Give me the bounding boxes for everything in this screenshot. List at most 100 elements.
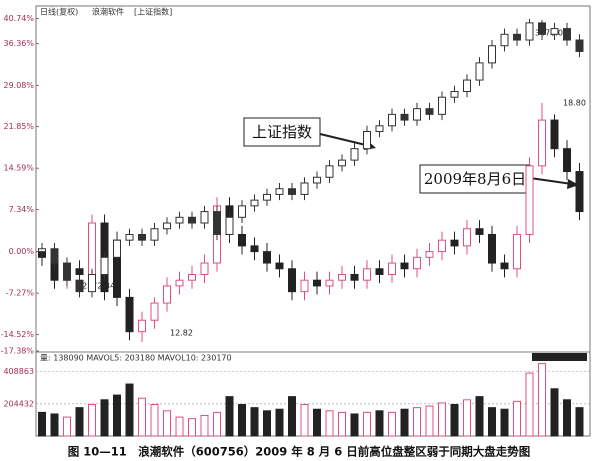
volume-bar	[125, 383, 134, 437]
candle-body	[500, 33, 509, 47]
candle-body	[438, 96, 446, 115]
volume-bar	[38, 411, 46, 437]
candle-body	[163, 222, 171, 230]
price-label: 2372.34	[82, 282, 115, 291]
candle-body	[125, 233, 134, 241]
y-tick-label: 29.08%	[3, 81, 34, 90]
candle-body	[400, 113, 409, 121]
candle-body	[325, 165, 334, 178]
candle-body	[88, 273, 96, 293]
volume-bar	[175, 416, 184, 437]
candle-body	[63, 262, 71, 281]
volume-bar	[100, 399, 109, 437]
candle-body	[175, 216, 184, 224]
price-label: 18.80	[563, 99, 586, 108]
volume-marker	[532, 353, 587, 361]
candle-body	[400, 262, 409, 270]
candle-body	[138, 233, 146, 241]
candle-body	[513, 233, 521, 270]
candle-body	[313, 279, 321, 287]
y-tick-label: 21.85%	[3, 122, 34, 131]
candle-body	[500, 262, 509, 270]
caption: 图 10—11 浪潮软件（600756）2009 年 8 月 6 日前高位盘整区…	[68, 445, 531, 459]
volume-bar	[350, 413, 359, 437]
candle-body	[200, 211, 209, 224]
candle-body	[275, 262, 284, 270]
volume-bar	[75, 407, 84, 437]
volume-bar	[438, 402, 446, 437]
y-tick-label: -17.38%	[1, 347, 35, 356]
candle-body	[425, 108, 434, 115]
candle-body	[288, 268, 296, 293]
volume-bar	[488, 407, 496, 437]
annotation: 上证指数	[252, 123, 312, 141]
candle-body	[413, 256, 421, 270]
y-tick-label: 7.34%	[9, 205, 35, 214]
candle-body	[363, 268, 371, 281]
candle-body	[150, 302, 159, 321]
annotation: 2009年8月6日	[424, 170, 526, 188]
period-label: 日线(复权)	[40, 7, 78, 17]
price-label: 12.82	[170, 329, 193, 338]
candle-body	[475, 228, 484, 235]
volume-bar	[525, 372, 534, 437]
candle-body	[338, 159, 346, 167]
volume-bar	[163, 410, 171, 437]
y-tick-label: -14.52%	[1, 330, 35, 339]
candle-body	[538, 119, 546, 167]
volume-bar	[263, 410, 271, 437]
volume-bar	[513, 400, 521, 437]
candle-body	[200, 262, 209, 275]
candle-body	[113, 239, 121, 258]
candle-body	[325, 279, 334, 287]
candle-body	[338, 273, 346, 281]
candle-body	[488, 45, 496, 64]
candle-body	[575, 171, 584, 213]
volume-bar	[463, 399, 471, 437]
volume-tick-label: 408863	[3, 367, 34, 376]
candle-body	[38, 248, 46, 253]
volume-bar	[400, 408, 409, 437]
volume-bar	[275, 408, 284, 437]
candle-body	[388, 262, 396, 275]
candle-body	[300, 279, 309, 293]
candle-body	[488, 233, 496, 264]
candle-body	[250, 245, 259, 253]
candle-body	[550, 119, 559, 150]
volume-bar	[363, 411, 371, 437]
candle-body	[463, 228, 471, 247]
volume-bar	[250, 407, 259, 437]
candle-body	[250, 199, 259, 207]
candle-body	[175, 279, 184, 287]
candle-body	[138, 319, 146, 333]
candle-body	[238, 205, 246, 218]
volume-bar	[425, 405, 434, 437]
volume-bar	[63, 416, 71, 437]
arrow	[319, 133, 371, 147]
candle-body	[163, 285, 171, 304]
candle-body	[525, 22, 534, 41]
annotation-box	[243, 117, 321, 147]
candle-body	[75, 279, 84, 293]
volume-bar	[413, 407, 421, 437]
candle-body	[150, 228, 159, 241]
candle-body	[363, 131, 371, 150]
candle-body	[525, 165, 534, 235]
arrow	[529, 177, 573, 185]
candle-body	[75, 268, 84, 275]
volume-bar	[575, 407, 584, 437]
arrow-head	[567, 179, 579, 189]
candle-body	[263, 251, 271, 264]
series-name: [上证指数]	[134, 7, 172, 17]
volume-bar	[150, 404, 159, 437]
candle-body	[288, 188, 296, 195]
candle-body	[88, 222, 96, 275]
volume-bar	[213, 411, 221, 437]
volume-bar	[475, 396, 484, 437]
volume-bar	[563, 399, 571, 437]
y-tick-label: 14.59%	[3, 164, 34, 173]
candle-body	[538, 22, 546, 35]
candle-body	[475, 62, 484, 81]
volume-tick-label: 204432	[3, 399, 34, 408]
candle-body	[563, 148, 571, 173]
